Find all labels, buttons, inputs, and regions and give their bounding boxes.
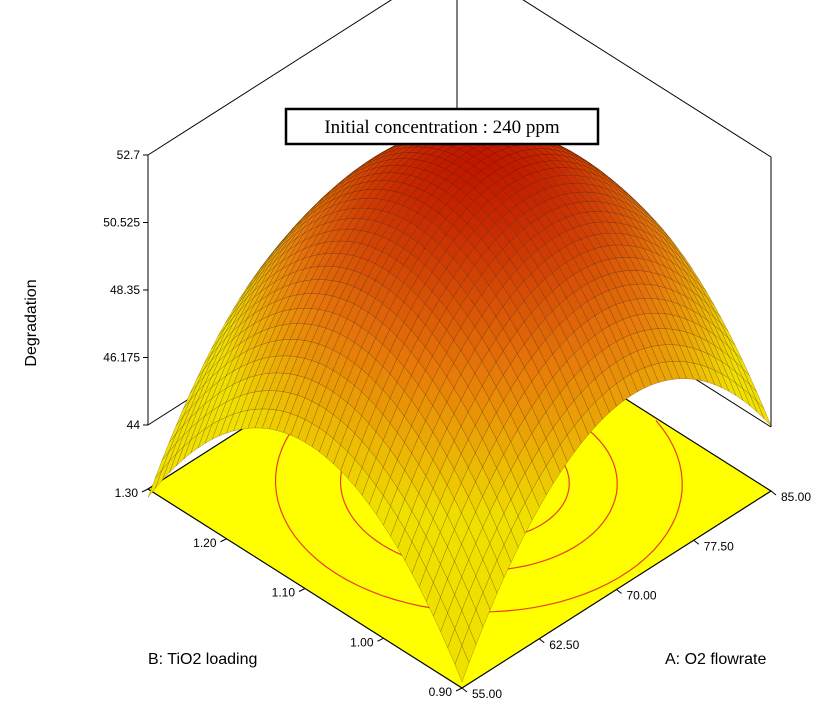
x-tick-mark xyxy=(461,687,468,693)
annotation-text: Initial concentration : 240 ppm xyxy=(324,117,560,138)
x-tick-label: 62.50 xyxy=(549,638,579,652)
frame-edge xyxy=(522,0,772,158)
z-tick-label: 46.175 xyxy=(103,351,140,365)
x-tick-label: 85.00 xyxy=(781,490,811,504)
y-axis-label: B: TiO2 loading xyxy=(148,651,257,668)
y-tick-mark xyxy=(298,588,306,592)
axis-ticks: 44 46.175 48.35 50.525 52.7 55.00 62.50 70.00 77… xyxy=(103,148,811,701)
y-tick-mark xyxy=(141,488,149,493)
x-tick-label: 70.00 xyxy=(627,589,657,603)
z-tick-label: 48.35 xyxy=(110,283,140,297)
x-tick-mark xyxy=(693,539,700,545)
y-tick-label: 1.30 xyxy=(115,486,139,500)
annotation-box: Initial concentration : 240 ppm xyxy=(284,107,600,146)
z-tick-label: 44 xyxy=(127,418,141,432)
x-axis-label: A: O2 flowrate xyxy=(665,651,766,668)
z-tick-label: 52.7 xyxy=(117,148,141,162)
y-tick-label: 1.20 xyxy=(193,536,217,550)
z-tick-label: 50.525 xyxy=(103,216,140,230)
y-tick-mark xyxy=(220,538,227,543)
surface-patch xyxy=(454,645,470,683)
y-tick-label: 0.90 xyxy=(429,685,453,699)
x-tick-mark xyxy=(616,589,622,594)
y-tick-label: 1.00 xyxy=(350,635,374,649)
frame-edge xyxy=(147,0,393,156)
y-tick-mark xyxy=(377,637,384,642)
y-tick-mark xyxy=(455,687,463,692)
x-tick-mark xyxy=(770,490,777,496)
z-axis-label: Degradation xyxy=(23,279,40,366)
response-surface xyxy=(147,124,772,683)
x-tick-mark xyxy=(538,638,545,644)
x-tick-label: 77.50 xyxy=(704,539,734,553)
x-tick-label: 55.00 xyxy=(472,687,502,701)
y-tick-label: 1.10 xyxy=(272,586,296,600)
